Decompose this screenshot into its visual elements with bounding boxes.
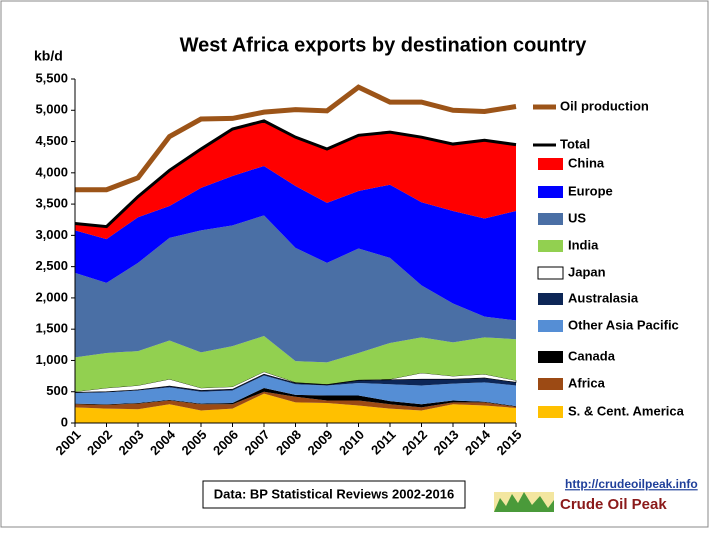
legend-swatch — [538, 186, 563, 198]
legend-swatch — [538, 158, 563, 170]
legend-swatch — [538, 320, 563, 332]
source-url: http://crudeoilpeak.info — [565, 477, 698, 491]
y-tick-label: 3,000 — [35, 227, 68, 242]
legend-label: Canada — [568, 348, 616, 363]
y-tick-label: 1,000 — [35, 352, 68, 367]
source-box — [202, 480, 466, 509]
legend-label: China — [568, 155, 605, 170]
y-tick-label: 500 — [46, 383, 68, 398]
chart-title: West Africa exports by destination count… — [180, 34, 588, 56]
logo — [494, 492, 554, 512]
legend-swatch — [538, 351, 563, 363]
logo-shape — [494, 492, 554, 512]
y-tick-label: 4,000 — [35, 164, 68, 179]
legend-label: Australasia — [568, 290, 639, 305]
legend-label: Europe — [568, 183, 613, 198]
area — [75, 215, 516, 363]
legend-label: US — [568, 210, 586, 225]
y-tick-label: 2,000 — [35, 289, 68, 304]
legend-label: Africa — [568, 375, 606, 390]
area — [75, 375, 516, 407]
legend-swatch — [537, 266, 564, 280]
area — [75, 165, 516, 321]
legend-label: S. & Cent. America — [568, 403, 685, 418]
y-axis-unit: kb/d — [34, 48, 63, 64]
y-tick-label: 5,500 — [35, 70, 68, 85]
y-tick-label: 4,500 — [35, 133, 68, 148]
legend-label: Other Asia Pacific — [568, 317, 679, 332]
y-tick-label: 1,500 — [35, 321, 68, 336]
legend-swatch — [538, 213, 563, 225]
legend-swatch — [538, 378, 563, 390]
area — [75, 120, 516, 240]
legend-label: Japan — [568, 264, 606, 279]
line — [75, 84, 517, 193]
legend-label: India — [568, 237, 599, 252]
brand: Crude Oil Peak — [560, 496, 667, 513]
source-note: Data: BP Statistical Reviews 2002-2016 — [214, 486, 454, 501]
legend-label: Oil production — [560, 98, 649, 113]
y-tick-label: 2,500 — [35, 258, 68, 273]
area — [75, 391, 516, 411]
legend-swatch — [538, 406, 563, 418]
legend-swatch — [538, 240, 563, 252]
legend-label: Total — [560, 136, 590, 151]
y-tick-label: 3,500 — [35, 196, 68, 211]
area — [75, 393, 516, 423]
legend-swatch — [538, 293, 563, 305]
y-tick-label: 5,000 — [35, 102, 68, 117]
area — [75, 336, 516, 392]
area — [74, 371, 517, 393]
y-tick-label: 0 — [61, 414, 68, 429]
line — [74, 119, 517, 229]
